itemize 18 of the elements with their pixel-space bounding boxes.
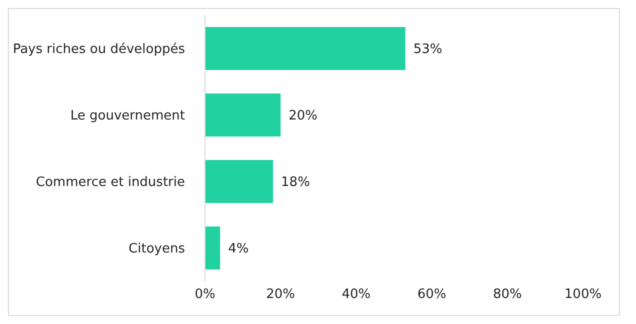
data-label: 4% bbox=[228, 242, 249, 257]
y-tick-label: Commerce et industrie bbox=[36, 174, 185, 190]
bar bbox=[205, 94, 281, 136]
x-tick-label: 20% bbox=[266, 287, 296, 302]
bar bbox=[205, 160, 274, 203]
data-label: 18% bbox=[281, 175, 310, 190]
x-tick-label: 40% bbox=[342, 287, 371, 302]
y-tick-label: Citoyens bbox=[128, 241, 186, 256]
x-tick-label: 0% bbox=[194, 287, 216, 302]
y-tick-label: Pays riches ou développés bbox=[12, 42, 186, 57]
data-label: 20% bbox=[288, 108, 318, 124]
x-tick-label: 100% bbox=[564, 287, 602, 302]
x-tick-label: 80% bbox=[492, 287, 522, 302]
y-tick-label: Le gouvernement bbox=[70, 108, 185, 124]
x-tick-label: 60% bbox=[417, 287, 446, 302]
bar bbox=[205, 226, 220, 270]
bar bbox=[205, 27, 406, 70]
data-label: 53% bbox=[413, 42, 442, 58]
